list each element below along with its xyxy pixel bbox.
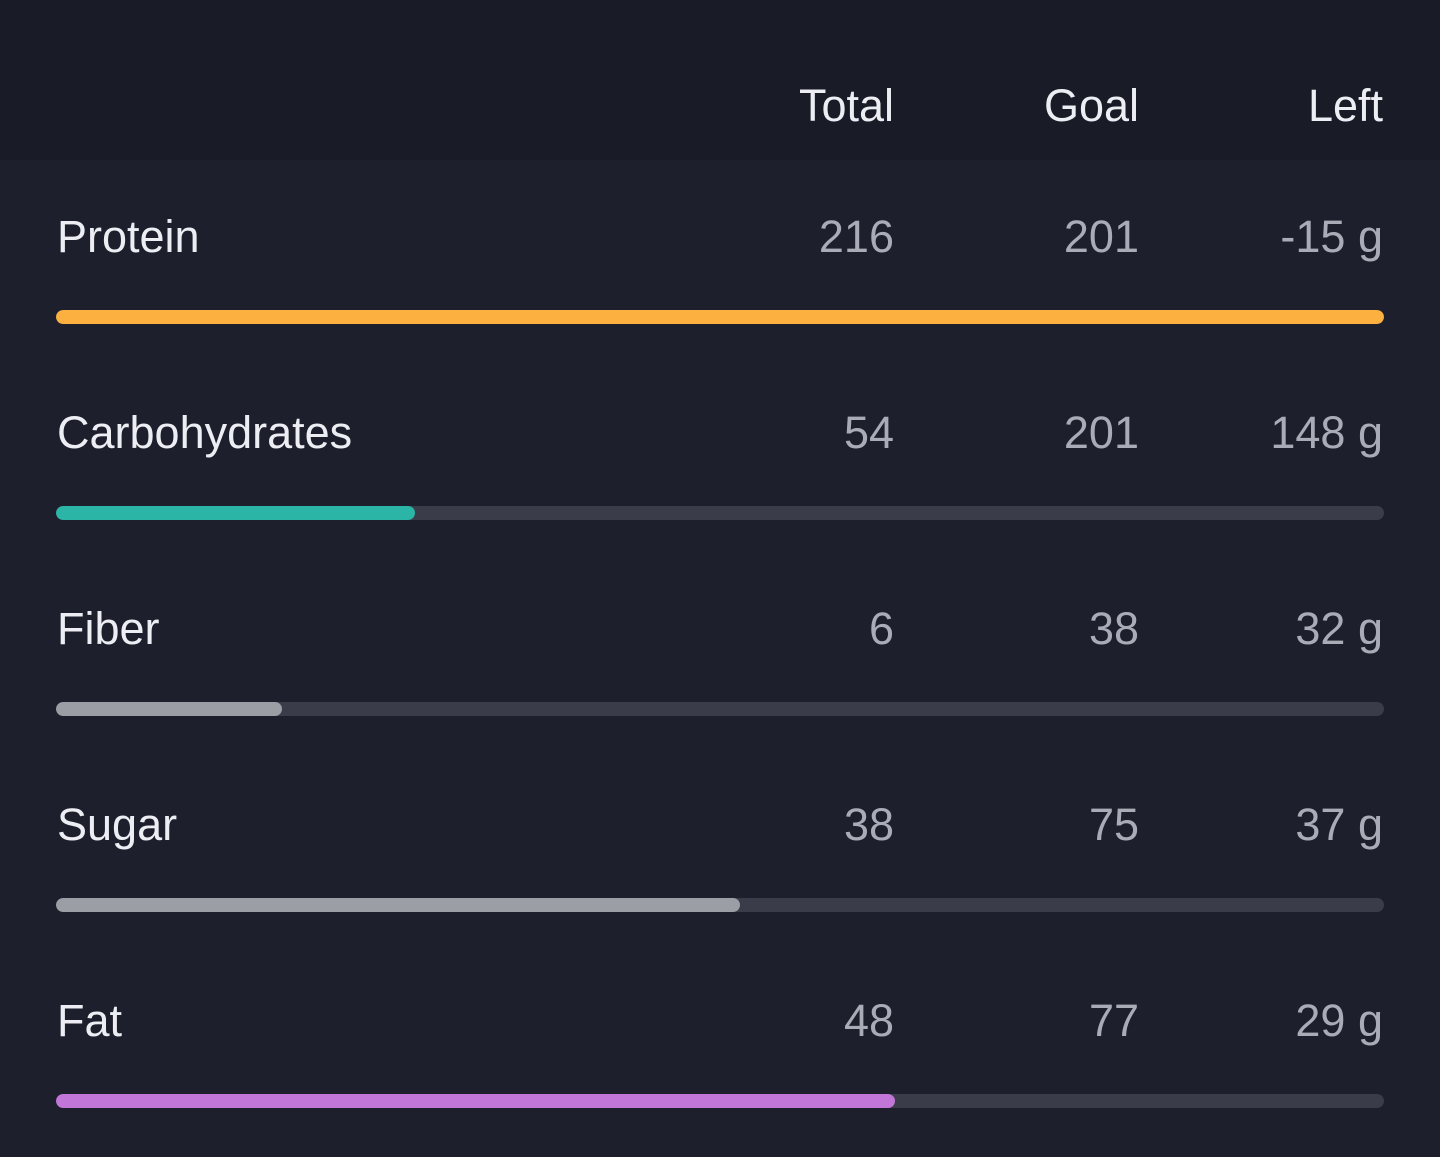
nutrient-total: 38	[843, 799, 894, 850]
nutrient-left: 37 g	[1295, 799, 1383, 850]
nutrient-total: 48	[843, 995, 894, 1046]
nutrient-name: Fiber	[57, 603, 160, 654]
nutrient-row-fiber[interactable]: Fiber 6 38 32 g	[0, 552, 1440, 748]
nutrient-name: Sugar	[57, 799, 178, 850]
nutrient-row-carbohydrates[interactable]: Carbohydrates 54 201 148 g	[0, 356, 1440, 552]
nutrient-total: 216	[818, 211, 894, 262]
nutrient-total: 54	[843, 407, 894, 458]
nutrient-row-protein[interactable]: Protein 216 201 -15 g	[0, 160, 1440, 356]
nutrient-goal: 201	[1063, 211, 1139, 262]
progress-track	[56, 506, 1384, 520]
progress-fill	[56, 898, 740, 912]
nutrient-left: 29 g	[1295, 995, 1383, 1046]
nutrient-left: -15 g	[1280, 211, 1383, 262]
nutrient-left: 32 g	[1295, 603, 1383, 654]
nutrient-goal: 38	[1088, 603, 1139, 654]
progress-fill	[56, 310, 1384, 324]
progress-track	[56, 898, 1384, 912]
progress-track	[56, 1094, 1384, 1108]
table-header: Total Goal Left	[0, 0, 1440, 160]
progress-fill	[56, 702, 282, 716]
nutrient-left: 148 g	[1270, 407, 1383, 458]
column-header-goal: Goal	[1043, 80, 1139, 131]
column-header-left: Left	[1307, 80, 1383, 131]
nutrient-name: Protein	[57, 211, 200, 262]
nutrient-row-fat[interactable]: Fat 48 77 29 g	[0, 944, 1440, 1140]
nutrient-goal: 77	[1088, 995, 1139, 1046]
progress-track	[56, 702, 1384, 716]
nutrient-name: Fat	[57, 995, 123, 1046]
progress-fill	[56, 1094, 896, 1108]
nutrient-row-sugar[interactable]: Sugar 38 75 37 g	[0, 748, 1440, 944]
nutrient-total: 6	[868, 603, 894, 654]
progress-fill	[56, 506, 415, 520]
column-header-total: Total	[798, 80, 894, 131]
nutrient-name: Carbohydrates	[57, 407, 353, 458]
nutrient-goal: 75	[1088, 799, 1139, 850]
progress-track	[56, 310, 1384, 324]
nutrient-goal: 201	[1063, 407, 1139, 458]
